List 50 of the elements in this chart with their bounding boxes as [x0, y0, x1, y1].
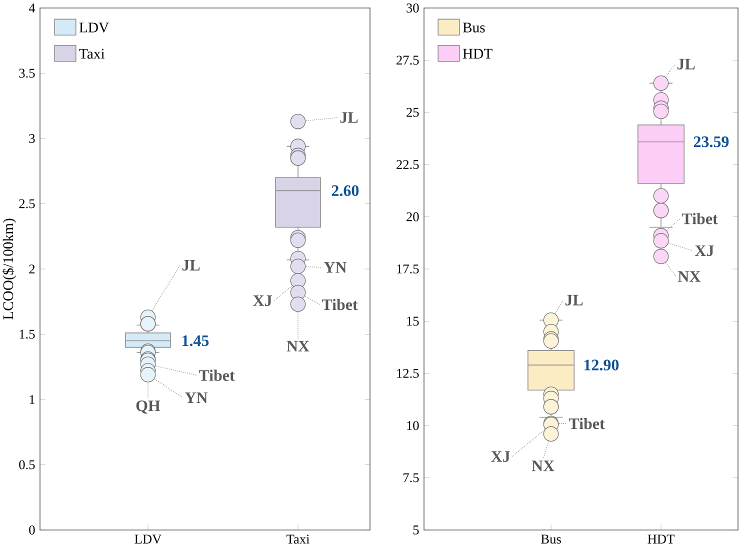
y-tick-label: 25	[406, 108, 419, 117]
annotation: JL	[182, 260, 200, 271]
y-tick-label: 7.5	[404, 473, 419, 482]
legend-label: Bus	[462, 22, 485, 32]
annotation: Tibet	[198, 370, 235, 381]
y-tick-label: 10	[407, 421, 419, 430]
y-tick-label: 2.5	[19, 199, 35, 208]
annotation: YN	[324, 262, 347, 273]
x-tick-label: LDV	[134, 534, 162, 544]
y-tick-label: 3	[29, 134, 35, 143]
y-axis-title: LCOO($/100km)	[2, 218, 16, 320]
y-tick-label: 4	[28, 4, 36, 12]
y-tick-label: 5	[413, 526, 419, 534]
y-tick-label: 1.5	[20, 330, 35, 339]
annotation: Tibet	[682, 212, 718, 224]
annotation: JL	[340, 112, 358, 123]
annotation: 2.60	[332, 185, 359, 196]
x-tick-label: HDT	[648, 534, 674, 544]
y-tick-label: 1	[30, 395, 35, 404]
annotation: YN	[184, 392, 208, 403]
legend-label: HDT	[462, 48, 492, 59]
y-tick-label: 30	[406, 4, 419, 12]
y-tick-label: 3.5	[19, 68, 35, 78]
y-tick-label: 12.5	[397, 368, 419, 378]
y-tick-label: 0.5	[19, 460, 35, 470]
annotation: Tibet	[568, 418, 605, 430]
annotation: JL	[565, 294, 583, 306]
annotation: 12.90	[584, 360, 619, 370]
y-tick-label: 17.5	[397, 264, 419, 274]
y-tick-label: 22.5	[396, 160, 419, 170]
annotation: XJ	[694, 245, 714, 256]
annotation: NX	[286, 340, 310, 352]
annotation: JL	[677, 58, 695, 70]
annotation: Tibet	[322, 298, 358, 310]
legend-label: Taxi	[79, 48, 105, 59]
annotation: NX	[532, 460, 554, 472]
annotation: 23.59	[694, 136, 729, 148]
y-tick-label: 0	[29, 526, 35, 534]
annotation: NX	[678, 271, 701, 282]
annotation: QH	[136, 400, 160, 414]
x-tick-label: Bus	[541, 534, 561, 544]
annotation: XJ	[491, 451, 510, 462]
y-tick-label: 20	[406, 212, 419, 222]
y-tick-label: 27.5	[396, 56, 419, 65]
y-tick-label: 2	[29, 264, 35, 274]
annotation: XJ	[253, 295, 272, 306]
x-tick-label: Taxi	[286, 534, 310, 544]
legend-label: LDV	[79, 22, 109, 33]
y-tick-label: 15	[407, 316, 419, 326]
annotation: 1.45	[182, 335, 209, 346]
